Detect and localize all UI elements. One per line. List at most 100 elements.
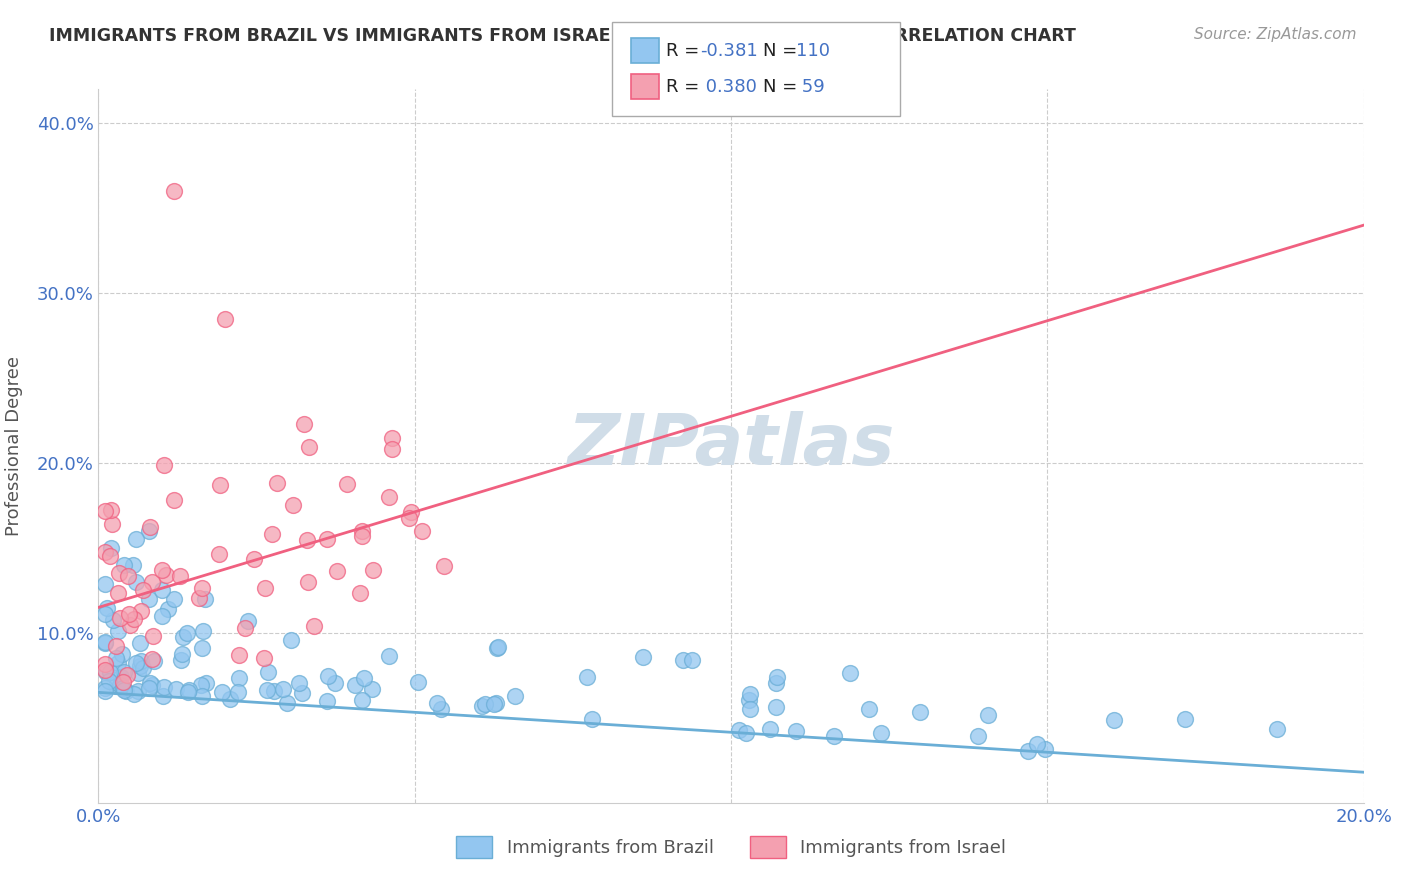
Point (336, 477, 359, 491)
Text: Source: ZipAtlas.com: Source: ZipAtlas.com (1194, 27, 1357, 42)
Point (233, 621, 256, 635)
Point (823, 729, 845, 743)
Point (150, 608, 173, 623)
Point (93, 663, 117, 677)
Point (190, 581, 212, 595)
Point (111, 647, 134, 661)
Point (111, 675, 134, 690)
Point (124, 687, 146, 701)
Point (156, 602, 179, 616)
Point (98, 665, 121, 679)
Point (966, 729, 988, 743)
Point (191, 624, 214, 638)
Point (263, 684, 285, 698)
Point (485, 697, 508, 711)
Point (153, 680, 176, 694)
Point (208, 478, 231, 492)
Point (138, 524, 160, 538)
Point (406, 674, 429, 689)
Point (326, 564, 349, 578)
Point (105, 639, 128, 653)
Point (381, 442, 404, 457)
Text: ZIPatlas: ZIPatlas (568, 411, 894, 481)
Point (503, 689, 526, 703)
Point (112, 558, 135, 572)
Point (411, 524, 433, 539)
Point (150, 563, 173, 577)
Point (838, 666, 860, 681)
Point (471, 699, 494, 714)
Point (98, 674, 121, 689)
Point (187, 591, 209, 605)
Point (211, 684, 233, 698)
Point (1174, 712, 1197, 726)
Point (191, 641, 214, 656)
Point (1017, 744, 1039, 758)
Point (266, 475, 288, 490)
Point (486, 641, 509, 656)
Point (349, 585, 371, 599)
Point (104, 650, 127, 665)
Point (426, 696, 449, 710)
Point (581, 712, 603, 726)
Point (633, 649, 655, 664)
Text: IMMIGRANTS FROM BRAZIL VS IMMIGRANTS FROM ISRAEL PROFESSIONAL DEGREE CORRELATION: IMMIGRANTS FROM BRAZIL VS IMMIGRANTS FRO… (49, 27, 1076, 45)
Point (254, 581, 277, 595)
Point (163, 591, 186, 606)
Point (353, 671, 375, 685)
Text: 59: 59 (796, 78, 824, 95)
Point (482, 697, 505, 711)
Point (141, 574, 163, 589)
Point (112, 665, 135, 679)
Point (163, 493, 186, 508)
Point (107, 586, 129, 600)
Point (177, 682, 200, 697)
Point (117, 668, 139, 682)
Point (681, 653, 703, 667)
Point (117, 569, 139, 583)
Point (870, 726, 893, 740)
Point (243, 551, 266, 566)
Point (153, 458, 176, 473)
Point (735, 726, 758, 740)
Point (401, 505, 423, 519)
Point (96, 601, 118, 615)
Point (143, 654, 166, 668)
Point (141, 651, 163, 665)
Point (165, 681, 187, 696)
Point (112, 683, 135, 698)
Text: 0.380: 0.380 (700, 78, 756, 95)
Point (398, 511, 420, 525)
Point (141, 678, 163, 692)
Point (238, 614, 260, 628)
Point (766, 670, 789, 684)
Point (163, 184, 186, 198)
Point (152, 690, 174, 704)
Text: N =: N = (763, 42, 803, 60)
Point (1025, 737, 1047, 751)
Point (191, 689, 214, 703)
Point (108, 566, 131, 580)
Point (214, 311, 236, 326)
Point (138, 591, 160, 606)
Point (575, 670, 598, 684)
Point (129, 654, 152, 668)
Point (139, 676, 162, 690)
Point (172, 631, 194, 645)
Point (858, 702, 880, 716)
Point (100, 541, 122, 555)
Point (139, 520, 162, 534)
Point (103, 613, 125, 627)
Point (131, 604, 153, 618)
Point (93, 635, 117, 649)
Point (350, 693, 373, 707)
Point (104, 679, 127, 693)
Point (131, 582, 153, 597)
Point (110, 670, 132, 684)
Point (1033, 742, 1056, 756)
Point (765, 676, 787, 690)
Point (150, 583, 173, 598)
Point (276, 696, 298, 710)
Point (125, 656, 148, 670)
Point (169, 569, 191, 583)
